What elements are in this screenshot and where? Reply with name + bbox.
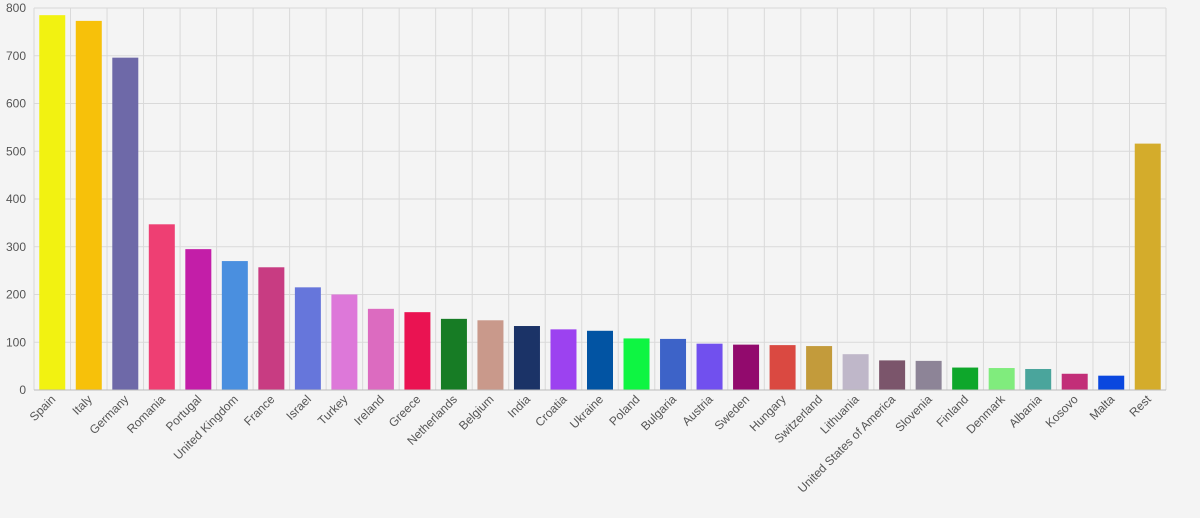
x-tick-label: United Kingdom bbox=[171, 392, 241, 462]
bar[interactable] bbox=[367, 308, 394, 390]
bar[interactable] bbox=[112, 57, 139, 390]
bar[interactable] bbox=[513, 326, 540, 390]
x-tick-label: Turkey bbox=[315, 392, 351, 428]
x-tick-label: India bbox=[505, 392, 534, 421]
bars bbox=[39, 15, 1161, 391]
y-tick-label: 500 bbox=[6, 144, 26, 158]
bar[interactable] bbox=[1134, 143, 1161, 390]
bar[interactable] bbox=[331, 294, 358, 391]
bar[interactable] bbox=[1061, 373, 1088, 390]
x-tick-label: Israel bbox=[283, 392, 314, 423]
y-tick-label: 300 bbox=[6, 240, 26, 254]
y-tick-label: 700 bbox=[6, 49, 26, 63]
x-tick-label: Ukraine bbox=[567, 392, 606, 431]
y-tick-label: 600 bbox=[6, 97, 26, 111]
bar[interactable] bbox=[221, 261, 248, 390]
x-tick-label: Kosovo bbox=[1043, 392, 1081, 430]
bar[interactable] bbox=[39, 15, 66, 390]
bar[interactable] bbox=[915, 360, 942, 390]
y-tick-label: 0 bbox=[19, 383, 26, 397]
y-tick-label: 100 bbox=[6, 335, 26, 349]
x-tick-label: Bulgaria bbox=[638, 392, 679, 433]
bar[interactable] bbox=[696, 343, 723, 390]
bar[interactable] bbox=[440, 318, 467, 390]
x-tick-label: Sweden bbox=[712, 392, 753, 433]
x-tick-label: Slovenia bbox=[892, 392, 935, 435]
x-tick-label: France bbox=[241, 392, 278, 429]
x-tick-label: Rest bbox=[1127, 392, 1155, 420]
bar[interactable] bbox=[258, 267, 285, 390]
y-tick-label: 800 bbox=[6, 1, 26, 15]
bar[interactable] bbox=[148, 224, 175, 390]
bar[interactable] bbox=[952, 367, 979, 390]
y-tick-label: 400 bbox=[6, 192, 26, 206]
x-tick-label: Ireland bbox=[351, 392, 387, 428]
x-tick-label: Italy bbox=[69, 392, 94, 417]
bar[interactable] bbox=[550, 329, 577, 390]
bar[interactable] bbox=[185, 249, 212, 390]
bar[interactable] bbox=[879, 360, 906, 390]
x-tick-label: Denmark bbox=[963, 392, 1008, 437]
bar[interactable] bbox=[477, 320, 504, 390]
bar[interactable] bbox=[1025, 368, 1052, 390]
bar[interactable] bbox=[1098, 375, 1125, 390]
y-axis-ticks: 0 100 200 300 400 500 600 700 800 bbox=[6, 1, 26, 397]
x-tick-label: Romania bbox=[124, 392, 168, 436]
bar[interactable] bbox=[733, 344, 760, 390]
x-tick-label: Belgium bbox=[456, 392, 497, 433]
x-tick-label: Spain bbox=[27, 392, 59, 424]
x-tick-label: Germany bbox=[87, 392, 132, 437]
bar[interactable] bbox=[623, 338, 650, 390]
y-tick-label: 200 bbox=[6, 288, 26, 302]
x-tick-label: Albania bbox=[1006, 392, 1044, 430]
bar[interactable] bbox=[404, 312, 431, 390]
bar[interactable] bbox=[294, 287, 321, 390]
bar[interactable] bbox=[842, 354, 869, 390]
bar[interactable] bbox=[587, 330, 613, 390]
bar[interactable] bbox=[806, 346, 833, 390]
bar[interactable] bbox=[769, 345, 796, 390]
bar[interactable] bbox=[75, 20, 102, 391]
x-tick-label: Malta bbox=[1087, 392, 1118, 423]
bar[interactable] bbox=[660, 338, 687, 390]
x-tick-label: Croatia bbox=[532, 392, 569, 429]
bar[interactable] bbox=[988, 368, 1015, 390]
